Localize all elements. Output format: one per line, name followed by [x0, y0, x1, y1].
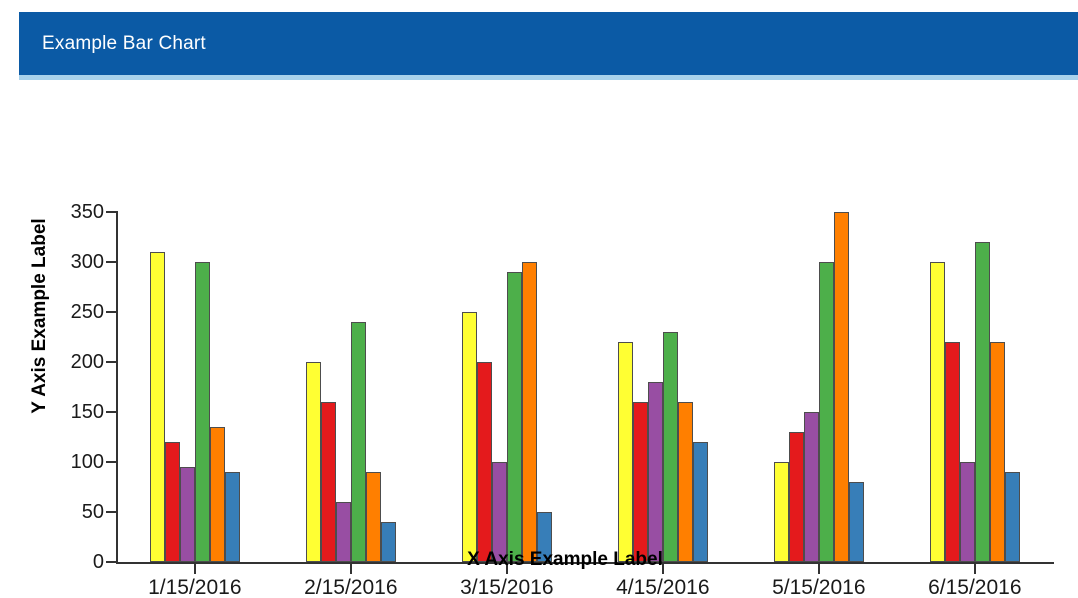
bar-green-1/15/2016[interactable] — [194, 262, 210, 562]
x-tick-label: 6/15/2016 — [928, 576, 1022, 598]
bar-red-4/15/2016[interactable] — [632, 402, 648, 562]
bar-blue-5/15/2016[interactable] — [848, 482, 864, 562]
bar-blue-4/15/2016[interactable] — [692, 442, 708, 562]
x-tick-mark — [973, 564, 976, 574]
bar-blue-3/15/2016[interactable] — [536, 512, 552, 562]
bar-blue-2/15/2016[interactable] — [380, 522, 396, 562]
bar-purple-5/15/2016[interactable] — [803, 412, 819, 562]
bar-purple-2/15/2016[interactable] — [335, 502, 351, 562]
x-tick-label: 3/15/2016 — [460, 576, 554, 598]
bar-orange-2/15/2016[interactable] — [365, 472, 381, 562]
bar-purple-3/15/2016[interactable] — [491, 462, 507, 562]
bar-blue-1/15/2016[interactable] — [224, 472, 240, 562]
y-tick-label: 100 — [70, 451, 104, 473]
y-tick-mark — [106, 511, 116, 513]
x-tick-label: 4/15/2016 — [616, 576, 710, 598]
bar-green-5/15/2016[interactable] — [818, 262, 834, 562]
x-tick-mark — [661, 564, 664, 574]
bar-green-2/15/2016[interactable] — [350, 322, 366, 562]
y-tick-label: 150 — [70, 401, 104, 423]
chart-title: Example Bar Chart — [42, 32, 206, 54]
y-tick-mark — [106, 411, 116, 413]
bar-orange-6/15/2016[interactable] — [989, 342, 1005, 562]
bar-red-2/15/2016[interactable] — [320, 402, 336, 562]
bar-orange-5/15/2016[interactable] — [833, 212, 849, 562]
plot-area — [118, 212, 1054, 562]
y-tick-mark — [106, 211, 116, 213]
y-tick-mark — [106, 261, 116, 263]
bar-orange-4/15/2016[interactable] — [677, 402, 693, 562]
bar-red-1/15/2016[interactable] — [164, 442, 180, 562]
bar-red-5/15/2016[interactable] — [788, 432, 804, 562]
bar-blue-6/15/2016[interactable] — [1004, 472, 1020, 562]
x-tick-label: 1/15/2016 — [148, 576, 242, 598]
bar-yellow-5/15/2016[interactable] — [773, 462, 789, 562]
x-tick-mark — [193, 564, 196, 574]
x-tick-mark — [349, 564, 352, 574]
y-tick-mark — [106, 461, 116, 463]
y-tick-mark — [106, 311, 116, 313]
bar-green-3/15/2016[interactable] — [506, 272, 522, 562]
bar-yellow-4/15/2016[interactable] — [617, 342, 633, 562]
x-tick-label: 2/15/2016 — [304, 576, 398, 598]
y-tick-mark — [106, 561, 116, 563]
x-tick-mark — [505, 564, 508, 574]
y-tick-label: 50 — [81, 501, 104, 523]
bar-yellow-2/15/2016[interactable] — [305, 362, 321, 562]
x-axis-line — [116, 562, 1054, 564]
chart-header: Example Bar Chart — [19, 12, 1078, 80]
bar-red-3/15/2016[interactable] — [476, 362, 492, 562]
y-tick-label: 0 — [92, 551, 104, 573]
y-tick-label: 300 — [70, 251, 104, 273]
bar-purple-6/15/2016[interactable] — [959, 462, 975, 562]
bar-green-6/15/2016[interactable] — [974, 242, 990, 562]
bar-yellow-1/15/2016[interactable] — [149, 252, 165, 562]
bar-red-6/15/2016[interactable] — [944, 342, 960, 562]
bar-purple-4/15/2016[interactable] — [647, 382, 663, 562]
chart-header-accent-strip — [19, 75, 1078, 80]
y-tick-label: 350 — [70, 201, 104, 223]
bar-chart: Y Axis Example Label 0 50 100 150 200 250 300 3… — [0, 80, 1078, 598]
bar-orange-1/15/2016[interactable] — [209, 427, 225, 562]
bar-orange-3/15/2016[interactable] — [521, 262, 537, 562]
y-axis-line — [116, 211, 118, 564]
x-axis-title: X Axis Example Label — [467, 549, 663, 570]
x-tick-label: 5/15/2016 — [772, 576, 866, 598]
bar-green-4/15/2016[interactable] — [662, 332, 678, 562]
chart-header-bar: Example Bar Chart — [19, 12, 1078, 75]
x-tick-mark — [817, 564, 820, 574]
bar-purple-1/15/2016[interactable] — [179, 467, 195, 562]
bar-yellow-3/15/2016[interactable] — [461, 312, 477, 562]
y-tick-label: 250 — [70, 301, 104, 323]
bar-yellow-6/15/2016[interactable] — [929, 262, 945, 562]
y-tick-label: 200 — [70, 351, 104, 373]
y-tick-mark — [106, 361, 116, 363]
